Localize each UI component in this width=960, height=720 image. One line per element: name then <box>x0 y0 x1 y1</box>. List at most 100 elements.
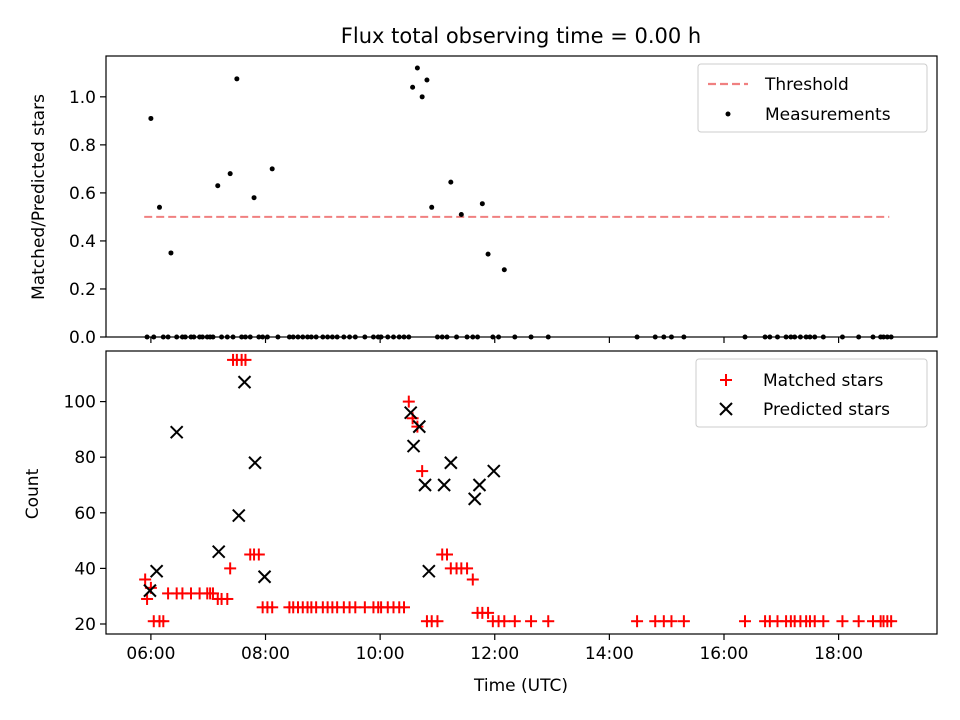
measurement-point <box>501 267 507 273</box>
y-axis-label-ratio: Matched/Predicted stars <box>29 94 49 300</box>
measurement-point <box>410 84 416 90</box>
measurement-point <box>286 334 292 340</box>
y-tick-label: 80 <box>74 448 96 468</box>
matched-star-marker <box>239 353 252 366</box>
measurement-point <box>182 334 188 340</box>
x-axis-label: Time (UTC) <box>473 676 568 696</box>
measurement-point <box>485 251 491 257</box>
measurement-point <box>199 334 205 340</box>
measurement-point <box>464 334 470 340</box>
measurement-point <box>391 334 397 340</box>
measurement-point <box>370 334 376 340</box>
x-axis-ticks-bottom: 06:00 08:00 10:00 12:00 14:00 16:00 18:00 <box>126 634 863 664</box>
predicted-star-marker <box>418 478 432 492</box>
measurement-point <box>251 195 257 201</box>
measurement-point <box>239 334 245 340</box>
x-tick-label: 16:00 <box>699 644 748 664</box>
measurement-point <box>341 334 347 340</box>
measurement-point <box>634 334 640 340</box>
matched-star-marker <box>836 615 849 628</box>
measurement-point <box>256 334 262 340</box>
predicted-star-marker <box>403 406 418 420</box>
predicted-star-marker <box>232 508 246 523</box>
measurement-point <box>870 334 876 340</box>
measurement-point <box>219 334 225 340</box>
y-tick-label: 1.0 <box>69 88 96 108</box>
measurement-point <box>454 334 460 340</box>
legend-matched-label: Matched stars <box>763 371 883 391</box>
measurement-point <box>742 334 748 340</box>
measurement-point <box>347 334 353 340</box>
predicted-star-marker <box>149 564 164 578</box>
measurement-point <box>329 334 335 340</box>
measurement-point <box>269 166 275 172</box>
measurement-point <box>812 334 818 340</box>
measurement-point <box>444 334 450 340</box>
measurement-point <box>490 334 496 340</box>
count-points <box>139 353 898 628</box>
predicted-star-marker <box>169 425 184 439</box>
matched-star-marker <box>266 601 279 614</box>
measurement-point <box>856 334 862 340</box>
y-axis-ticks-bottom: 20 40 60 80 100 <box>64 393 106 635</box>
matched-star-marker <box>139 573 152 586</box>
measurement-point <box>545 334 551 340</box>
measurement-point <box>475 334 481 340</box>
measurement-point <box>313 334 319 340</box>
legend-threshold-label: Threshold <box>764 75 849 95</box>
predicted-star-marker <box>472 478 487 492</box>
y-tick-label: 0.0 <box>69 328 96 348</box>
matched-star-marker <box>141 592 154 605</box>
matched-star-marker <box>398 601 411 614</box>
measurement-point <box>839 334 845 340</box>
measurement-point <box>210 334 216 340</box>
measurement-point <box>385 334 391 340</box>
measurement-points <box>144 65 894 340</box>
measurement-point <box>884 334 890 340</box>
measurement-point <box>275 334 281 340</box>
measurement-point <box>305 334 311 340</box>
measurement-point <box>156 204 162 210</box>
measurement-point <box>783 334 789 340</box>
legend-predicted-label: Predicted stars <box>763 400 890 420</box>
measurement-point <box>295 334 301 340</box>
matched-star-marker <box>440 548 453 561</box>
chart-title: Flux total observing time = 0.00 h <box>341 24 701 48</box>
measurement-point <box>881 334 887 340</box>
matched-star-marker <box>482 606 495 619</box>
measurement-point <box>512 334 518 340</box>
measurement-point <box>419 94 425 100</box>
legend-top: Threshold Measurements <box>697 63 928 133</box>
measurement-point <box>429 204 435 210</box>
flux-ratio-panel: Flux total observing time = 0.00 h Match… <box>29 24 938 348</box>
y-tick-label: 40 <box>74 559 96 579</box>
predicted-star-marker <box>412 419 427 434</box>
measurement-point <box>774 334 780 340</box>
y-axis-ticks-top: 0.0 0.2 0.4 0.6 0.8 1.0 <box>69 88 106 348</box>
measurement-point <box>168 250 174 256</box>
measurement-point <box>448 179 454 185</box>
y-tick-label: 100 <box>64 393 96 413</box>
matched-star-marker <box>157 615 170 628</box>
y-tick-label: 0.8 <box>69 136 96 156</box>
matched-star-marker <box>631 615 644 628</box>
measurement-point <box>352 334 358 340</box>
matched-star-marker <box>466 573 479 586</box>
matched-star-marker <box>402 395 415 408</box>
measurement-point <box>401 334 407 340</box>
y-tick-label: 0.2 <box>69 280 96 300</box>
measurement-point <box>247 334 253 340</box>
measurement-point <box>264 334 270 340</box>
measurement-point <box>230 334 236 340</box>
measurement-point <box>414 65 420 71</box>
matched-star-marker <box>224 562 237 575</box>
predicted-star-marker <box>237 375 252 389</box>
measurement-point <box>496 334 502 340</box>
x-tick-label: 08:00 <box>241 644 290 664</box>
matched-star-marker <box>542 615 555 628</box>
measurement-point <box>803 334 809 340</box>
x-tick-label: 18:00 <box>814 644 863 664</box>
matched-star-marker <box>498 615 511 628</box>
measurement-point <box>762 334 768 340</box>
